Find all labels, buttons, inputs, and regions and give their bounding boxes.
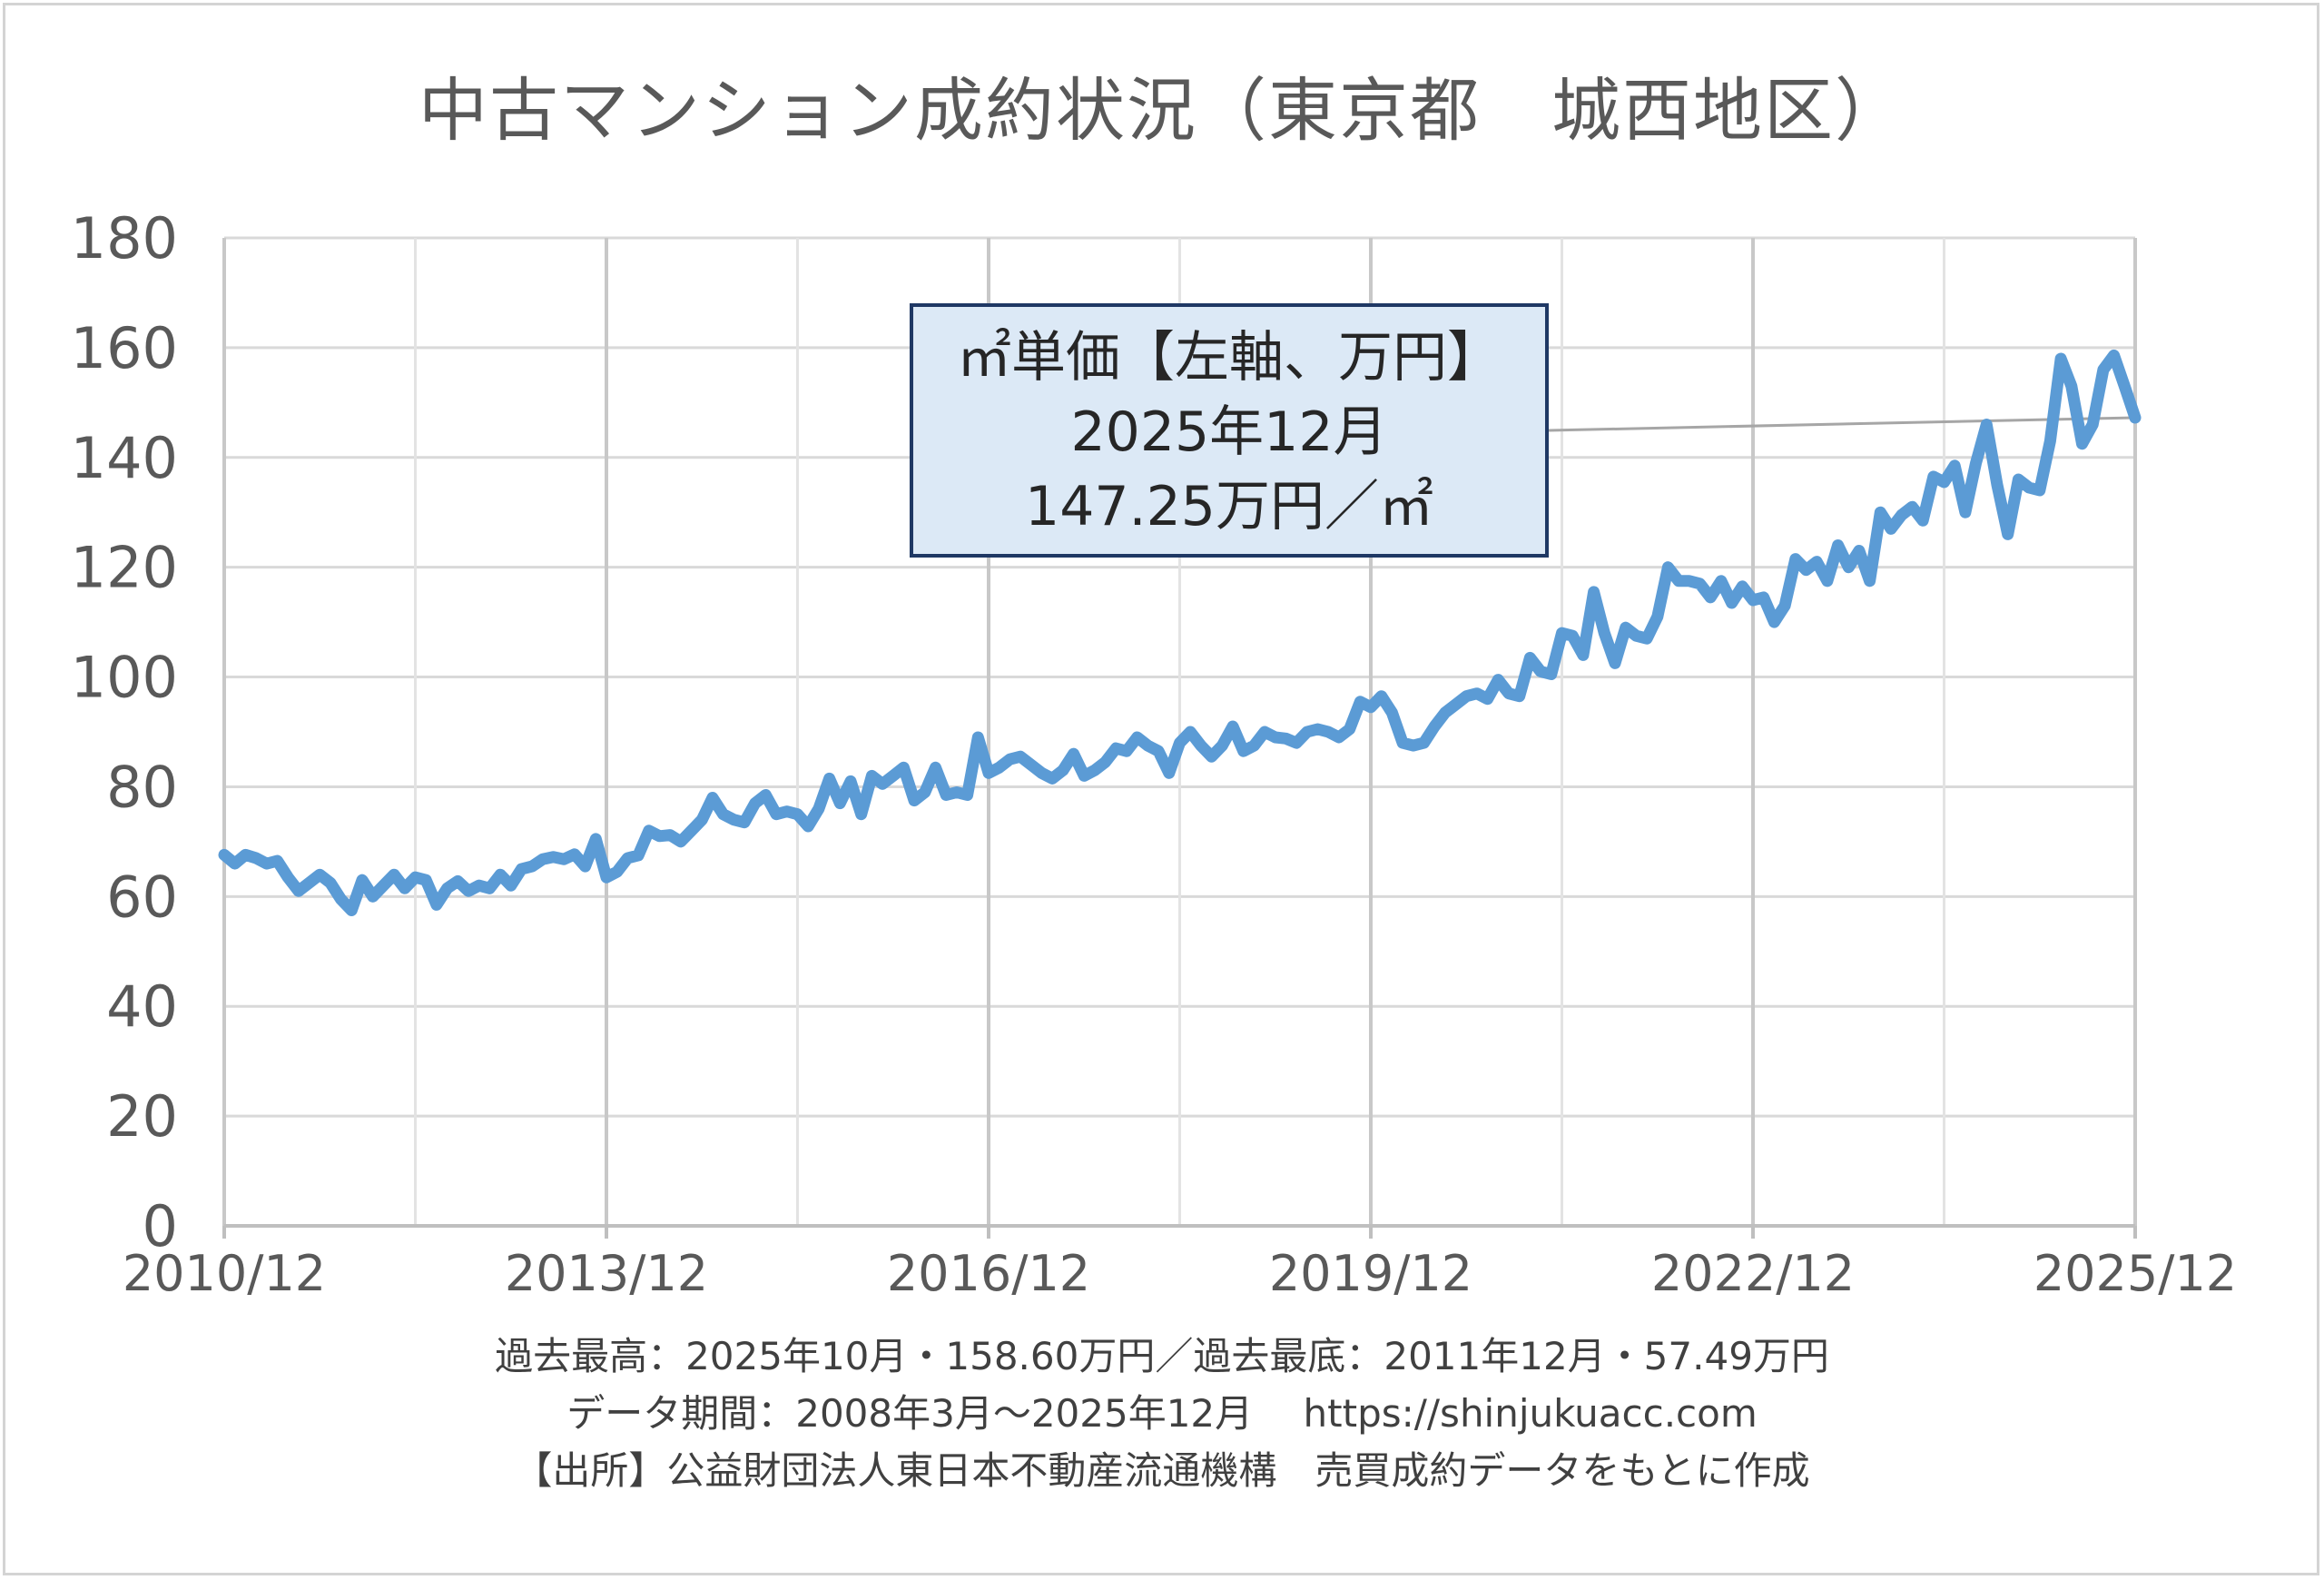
axes — [222, 1224, 2137, 1239]
y-tick-label: 0 — [143, 1193, 178, 1259]
callout-date: 2025年12月 — [1070, 400, 1388, 464]
chart-title: 中古マンション成約状況（東京都 城西地区） — [419, 70, 1905, 151]
x-tick-label: 2010/12 — [123, 1245, 326, 1302]
footer-period-line: データ期間：2008年3月～2025年12月 https://shinjukua… — [566, 1391, 1758, 1436]
x-tick-label: 2016/12 — [887, 1245, 1090, 1302]
chart-frame — [3, 3, 2319, 1575]
callout-leader-line — [1548, 416, 2136, 432]
footer-source-line: 【出所】公益財団法人東日本不動産流通機構 売買成約データをもとに作成 — [514, 1448, 1810, 1493]
callout-series-label: ㎡単価【左軸、万円】 — [957, 326, 1502, 390]
y-tick-label: 180 — [71, 205, 178, 272]
callout-value: 147.25万円／㎡ — [1025, 475, 1433, 538]
x-tick-label: 2025/12 — [2034, 1245, 2237, 1302]
y-tick-label: 80 — [106, 754, 178, 820]
footer-record-line: 過去最高：2025年10月・158.60万円／過去最底：2011年12月・57.… — [495, 1334, 1829, 1378]
x-tick-label: 2019/12 — [1269, 1245, 1472, 1302]
y-tick-label: 100 — [71, 645, 178, 711]
y-tick-label: 40 — [106, 973, 178, 1040]
x-tick-label: 2022/12 — [1651, 1245, 1855, 1302]
y-tick-label: 140 — [71, 425, 178, 491]
x-tick-labels: 2010/12 2013/12 2016/12 2019/12 2022/12 2025/… — [123, 1245, 2237, 1302]
y-tick-labels: 0 20 40 60 80 100 120 140 160 180 — [71, 205, 178, 1259]
series-line — [218, 349, 2142, 916]
y-tick-label: 20 — [106, 1083, 178, 1150]
y-tick-label: 60 — [106, 864, 178, 930]
plot-area — [218, 349, 2142, 916]
x-tick-label: 2013/12 — [505, 1245, 708, 1302]
y-tick-label: 120 — [71, 535, 178, 601]
data-callout: ㎡単価【左軸、万円】 2025年12月 147.25万円／㎡ — [910, 303, 1549, 558]
y-tick-label: 160 — [71, 315, 178, 381]
